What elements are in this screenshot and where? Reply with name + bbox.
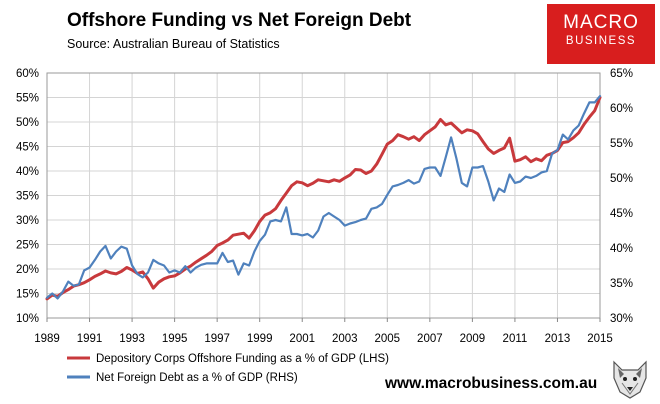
x-tick-label: 2003: [332, 333, 358, 345]
website-link[interactable]: www.macrobusiness.com.au: [385, 375, 598, 392]
plot-area-border: [46, 72, 601, 319]
x-tick-label: 2005: [375, 333, 401, 345]
series-line-2: [45, 94, 602, 300]
y-left-tick-label: 55%: [16, 93, 39, 105]
right-axis-ticks: 30% 35% 40% 45% 50% 55% 60% 65%: [610, 68, 633, 325]
y-left-tick-label: 15%: [16, 289, 39, 301]
x-tick-label: 2015: [587, 333, 613, 345]
x-tick-label: 2013: [545, 333, 571, 345]
legend: Depository Corps Offshore Funding as a %…: [67, 353, 389, 384]
y-left-tick-label: 35%: [16, 191, 39, 203]
y-right-tick-label: 55%: [610, 138, 633, 150]
y-left-tick-label: 50%: [16, 117, 39, 129]
logo-line-1: MACRO: [563, 12, 639, 33]
y-right-tick-label: 60%: [610, 103, 633, 115]
chart-source: Source: Australian Bureau of Statistics: [67, 37, 280, 51]
y-left-tick-label: 30%: [16, 215, 39, 227]
logo-line-2: BUSINESS: [565, 35, 637, 47]
x-tick-label: 1997: [204, 333, 230, 345]
y-left-tick-label: 25%: [16, 240, 39, 252]
y-left-tick-label: 60%: [16, 68, 39, 80]
x-tick-label: 2011: [503, 333, 528, 345]
y-right-tick-label: 45%: [610, 208, 633, 220]
x-tick-label: 1991: [77, 333, 103, 345]
x-tick-label: 2007: [417, 333, 443, 345]
x-axis-ticks: 1989 1991 1993 1995 1997 1999 2001 2003 2005 2007…: [34, 318, 613, 345]
x-tick-label: 2001: [289, 333, 315, 345]
y-left-tick-label: 20%: [16, 264, 39, 276]
y-left-tick-label: 40%: [16, 166, 39, 178]
y-left-tick-label: 45%: [16, 142, 39, 154]
legend-label-2: Net Foreign Debt as a % of GDP (RHS): [96, 372, 298, 384]
x-tick-label: 2009: [460, 333, 486, 345]
x-tick-label: 1999: [247, 333, 273, 345]
wolf-logo-icon: [613, 360, 647, 399]
y-right-tick-label: 50%: [610, 173, 633, 185]
series-lines: [45, 94, 602, 301]
y-right-tick-label: 40%: [610, 243, 633, 255]
left-axis-ticks: 10% 15% 20% 25% 30% 35% 40% 45% 50% 55% 60%: [16, 68, 39, 325]
y-right-tick-label: 30%: [610, 313, 633, 325]
x-tick-label: 1993: [119, 333, 145, 345]
y-left-tick-label: 10%: [16, 313, 39, 325]
legend-label-1: Depository Corps Offshore Funding as a %…: [96, 353, 389, 365]
x-tick-label: 1995: [162, 333, 188, 345]
y-right-tick-label: 65%: [610, 68, 633, 80]
series-line-1: [45, 96, 602, 301]
y-right-tick-label: 35%: [610, 278, 633, 290]
macro-business-logo[interactable]: MACRO BUSINESS: [547, 4, 655, 64]
gridlines: [46, 72, 601, 319]
x-tick-label: 1989: [34, 333, 60, 345]
chart-title: Offshore Funding vs Net Foreign Debt: [67, 10, 412, 31]
